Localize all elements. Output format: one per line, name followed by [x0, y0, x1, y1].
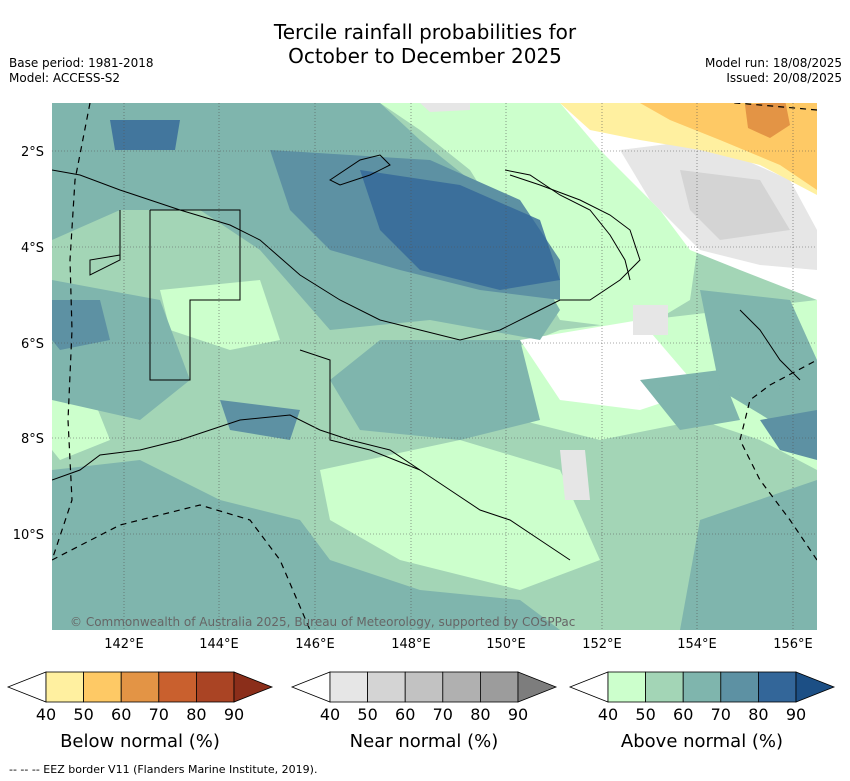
- lon-label-152e: 152°E: [582, 637, 622, 652]
- above-normal-tick: 80: [748, 705, 768, 724]
- near-normal-tick: 80: [470, 705, 490, 724]
- below-normal-swatch-5: [195, 671, 235, 703]
- above-normal-swatch-3: [682, 671, 722, 703]
- above-normal-tick: 50: [635, 705, 655, 724]
- above-normal-tick: 90: [786, 705, 806, 724]
- near-normal-label: Near normal (%): [350, 731, 499, 752]
- near-normal-tick: 40: [320, 705, 340, 724]
- above-normal-tick: 70: [711, 705, 731, 724]
- lon-label-150e: 150°E: [486, 637, 526, 652]
- above-normal-swatch-5: [758, 671, 797, 703]
- lat-label-4s: 4°S: [21, 241, 44, 256]
- lon-label-146e: 146°E: [295, 637, 335, 652]
- near-normal-swatch-2: [367, 671, 406, 703]
- lat-label-10s: 10°S: [13, 528, 44, 543]
- below-normal-tick: 70: [149, 705, 169, 724]
- below-normal-tick: 90: [224, 705, 244, 724]
- model-name: Model: ACCESS-S2: [9, 71, 121, 85]
- near-normal-tick: 50: [357, 705, 377, 724]
- lat-labels: 2°S 4°S 6°S 8°S 10°S: [13, 145, 44, 543]
- title-line-1: Tercile rainfall probabilities for: [273, 20, 577, 44]
- above-normal-label: Above normal (%): [621, 731, 783, 752]
- lat-label-2s: 2°S: [21, 145, 44, 160]
- above-normal-swatch-1: [607, 671, 646, 703]
- eez-footnote: -- -- -- EEZ border V11 (Flanders Marine…: [9, 763, 318, 776]
- map-title: Tercile rainfall probabilities for Octob…: [0, 20, 850, 68]
- near-normal-extend-low: [290, 671, 331, 703]
- near-normal-tick: 70: [433, 705, 453, 724]
- below-normal-tick: 50: [73, 705, 93, 724]
- near-normal-tick: 90: [508, 705, 528, 724]
- near-normal-swatch-1: [329, 671, 368, 703]
- graticule: [52, 103, 817, 630]
- above-normal-extend-high: [795, 671, 836, 703]
- below-normal-label: Below normal (%): [60, 731, 220, 752]
- below-normal-extend-low: [6, 671, 47, 703]
- below-normal-extend-high: [233, 671, 274, 703]
- base-period: Base period: 1981-2018: [9, 56, 154, 70]
- near-normal-swatch-3: [404, 671, 444, 703]
- copyright-text: © Commonwealth of Australia 2025, Bureau…: [70, 615, 575, 629]
- meta-right: Model run: 18/08/2025 Issued: 20/08/2025: [705, 56, 842, 86]
- probability-field: [52, 103, 817, 630]
- lon-label-154e: 154°E: [677, 637, 717, 652]
- near-normal-tick: 60: [395, 705, 415, 724]
- above-normal-swatch-2: [645, 671, 684, 703]
- near-normal-colorbar: 40 50 60 70 80 90 Near normal (%): [290, 671, 558, 752]
- issued-date: Issued: 20/08/2025: [726, 71, 842, 85]
- below-normal-swatch-2: [83, 671, 122, 703]
- near-normal-swatch-4: [442, 671, 481, 703]
- lon-label-156e: 156°E: [773, 637, 813, 652]
- meta-left: Base period: 1981-2018 Model: ACCESS-S2: [9, 56, 154, 86]
- above-normal-tick: 60: [673, 705, 693, 724]
- lat-label-6s: 6°S: [21, 337, 44, 352]
- below-normal-swatch-1: [45, 671, 84, 703]
- model-run: Model run: 18/08/2025: [704, 56, 842, 70]
- title-line-2: October to December 2025: [288, 44, 562, 68]
- above-normal-tick: 40: [598, 705, 618, 724]
- lon-label-148e: 148°E: [391, 637, 431, 652]
- below-normal-tick: 80: [186, 705, 206, 724]
- below-normal-tick: 40: [36, 705, 56, 724]
- below-normal-tick: 60: [111, 705, 131, 724]
- above-normal-swatch-4: [720, 671, 759, 703]
- near-normal-swatch-5: [479, 671, 519, 703]
- below-normal-swatch-4: [158, 671, 197, 703]
- below-normal-swatch-3: [120, 671, 160, 703]
- above-normal-extend-low: [568, 671, 609, 703]
- lon-labels: 142°E 144°E 146°E 148°E 150°E 152°E 154°…: [104, 637, 813, 652]
- lat-label-8s: 8°S: [21, 432, 44, 447]
- near-normal-extend-high: [517, 671, 558, 703]
- lon-label-144e: 144°E: [199, 637, 239, 652]
- lon-label-142e: 142°E: [104, 637, 144, 652]
